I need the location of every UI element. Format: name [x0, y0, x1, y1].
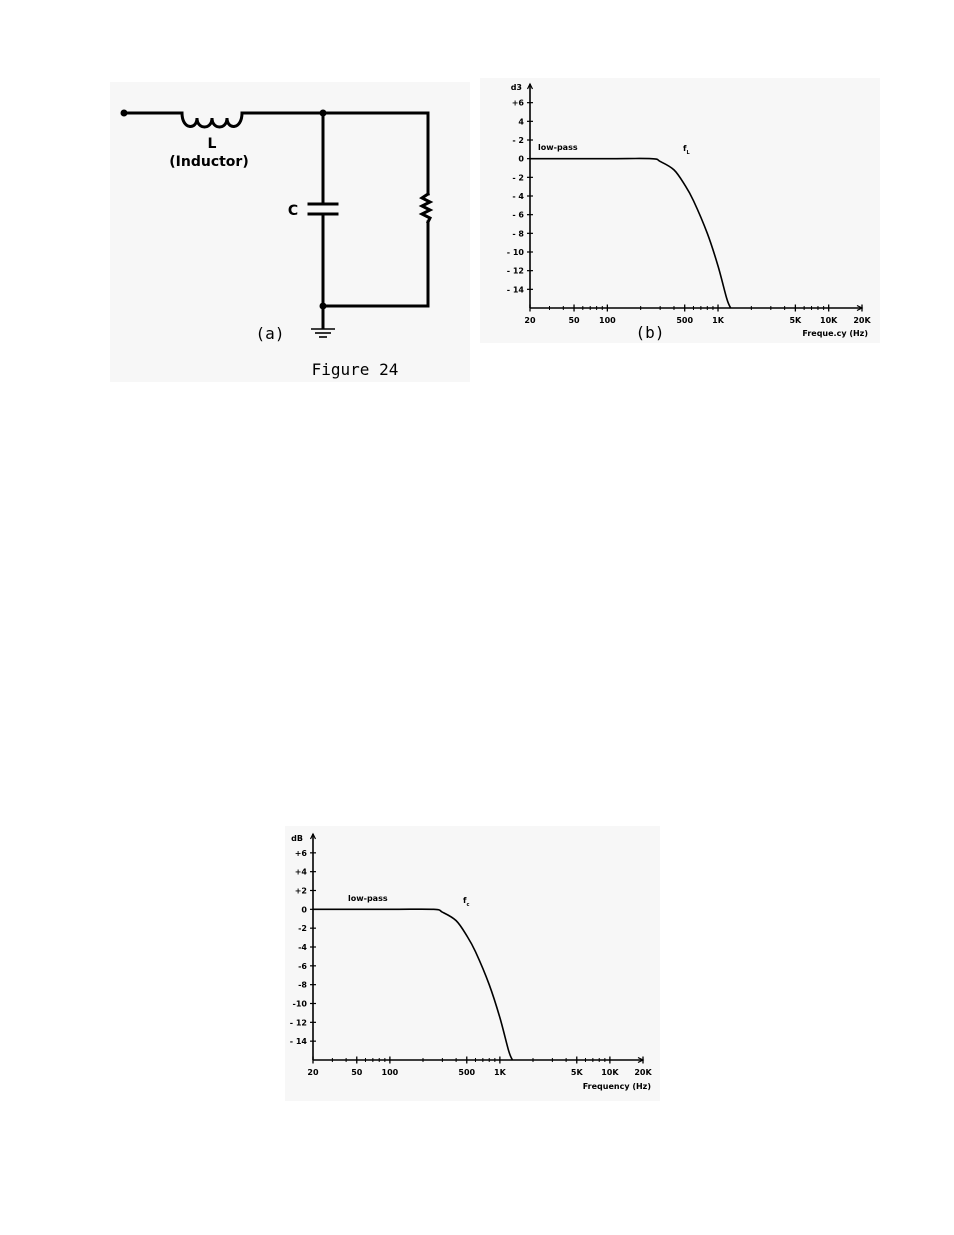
cutoff-symbol: f [683, 144, 687, 153]
x-tick-label: 5K [789, 316, 802, 325]
scan-background [480, 78, 880, 343]
x-tick-label: 20K [853, 316, 871, 325]
x-ticks: 20 50 100 500 1K 5K 10K 20K [524, 304, 871, 325]
inductor-symbol-label: L [208, 136, 217, 152]
circuit-diagram: L (Inductor) C (a) Figure 24 [110, 82, 470, 382]
y-tick-label: - 8 [512, 229, 524, 238]
y-ticks: +6 4 - 2 0 - 2 - 4 - 6 - 8 - 10 - 12 - 14 [507, 99, 533, 294]
y-tick-label: - 14 [507, 285, 525, 294]
y-tick-label: -4 [298, 943, 307, 952]
y-tick-label: - 4 [512, 192, 524, 201]
y-tick-label: -8 [298, 981, 307, 990]
x-tick-label: 100 [382, 1068, 399, 1077]
y-tick-label: - 6 [512, 211, 524, 220]
capacitor-symbol-label: C [288, 203, 298, 219]
x-tick-label: 50 [351, 1068, 363, 1077]
y-tick-label: - 2 [512, 173, 524, 182]
panel-label-b: (b) [636, 323, 665, 342]
y-tick-label: -6 [298, 962, 307, 971]
y-tick-label: - 10 [507, 248, 525, 257]
y-tick-label: +2 [295, 887, 307, 896]
inductor-name-label: (Inductor) [169, 154, 248, 170]
y-tick-label: +6 [295, 849, 308, 858]
scan-background [285, 826, 660, 1101]
x-tick-label: 1K [712, 316, 725, 325]
x-tick-label: 5K [571, 1068, 584, 1077]
x-tick-label: 10K [601, 1068, 619, 1077]
cutoff-subscript: c [466, 902, 469, 908]
passband-annotation: low-pass [538, 143, 578, 152]
series-line-response [312, 908, 514, 1061]
x-tick-label: 50 [568, 316, 580, 325]
cutoff-annotation: fL [683, 144, 690, 156]
y-tick-label: - 14 [290, 1037, 308, 1046]
figure-caption: Figure 24 [312, 360, 399, 379]
cutoff-annotation: fc [463, 896, 469, 908]
y-axis-arrow [526, 82, 534, 90]
y-tick-label: -2 [298, 924, 307, 933]
x-tick-label: 500 [676, 316, 693, 325]
passband-annotation: low-pass [348, 894, 388, 903]
frequency-response-chart: +6 +4 +2 0 -2 -4 -6 -8 -10 - 12 - 14 20 50 100 500 1K 5… [285, 826, 660, 1101]
y-tick-label: - 2 [512, 136, 524, 145]
y-axis-title: d3 [511, 83, 522, 92]
x-tick-label: 1K [494, 1068, 507, 1077]
inductor-symbol [180, 111, 244, 129]
x-axis-title: Frequency (Hz) [583, 1082, 651, 1091]
y-tick-label: 4 [518, 117, 524, 126]
y-tick-label: -10 [293, 1000, 308, 1009]
x-tick-label: 500 [458, 1068, 475, 1077]
x-axis-title: Freque.cy (Hz) [802, 329, 868, 338]
x-ticks: 20 50 100 500 1K 5K 10K 20K [307, 1056, 652, 1077]
y-tick-label: - 12 [290, 1018, 307, 1027]
y-tick-label: +6 [512, 99, 525, 108]
frequency-response-chart-b: +6 4 - 2 0 - 2 - 4 - 6 - 8 - 10 - 12 - 14 20 50 100 5… [480, 78, 880, 343]
y-axis-title: dB [291, 834, 303, 843]
cutoff-symbol: f [463, 896, 467, 905]
panel-label-a: (a) [256, 324, 285, 343]
y-ticks: +6 +4 +2 0 -2 -4 -6 -8 -10 - 12 - 14 [290, 849, 316, 1046]
x-tick-label: 20 [307, 1068, 319, 1077]
cutoff-subscript: L [686, 150, 690, 156]
scan-background [110, 82, 470, 382]
series-line-response [529, 157, 732, 309]
x-tick-label: 10K [820, 316, 838, 325]
y-axis-arrow [309, 832, 317, 840]
y-tick-label: 0 [301, 905, 307, 914]
y-tick-label: - 12 [507, 267, 524, 276]
resistor-symbol [418, 191, 434, 225]
x-tick-label: 100 [599, 316, 616, 325]
y-tick-label: +4 [295, 868, 308, 877]
y-tick-label: 0 [518, 155, 524, 164]
x-tick-label: 20K [634, 1068, 652, 1077]
x-tick-label: 20 [524, 316, 536, 325]
